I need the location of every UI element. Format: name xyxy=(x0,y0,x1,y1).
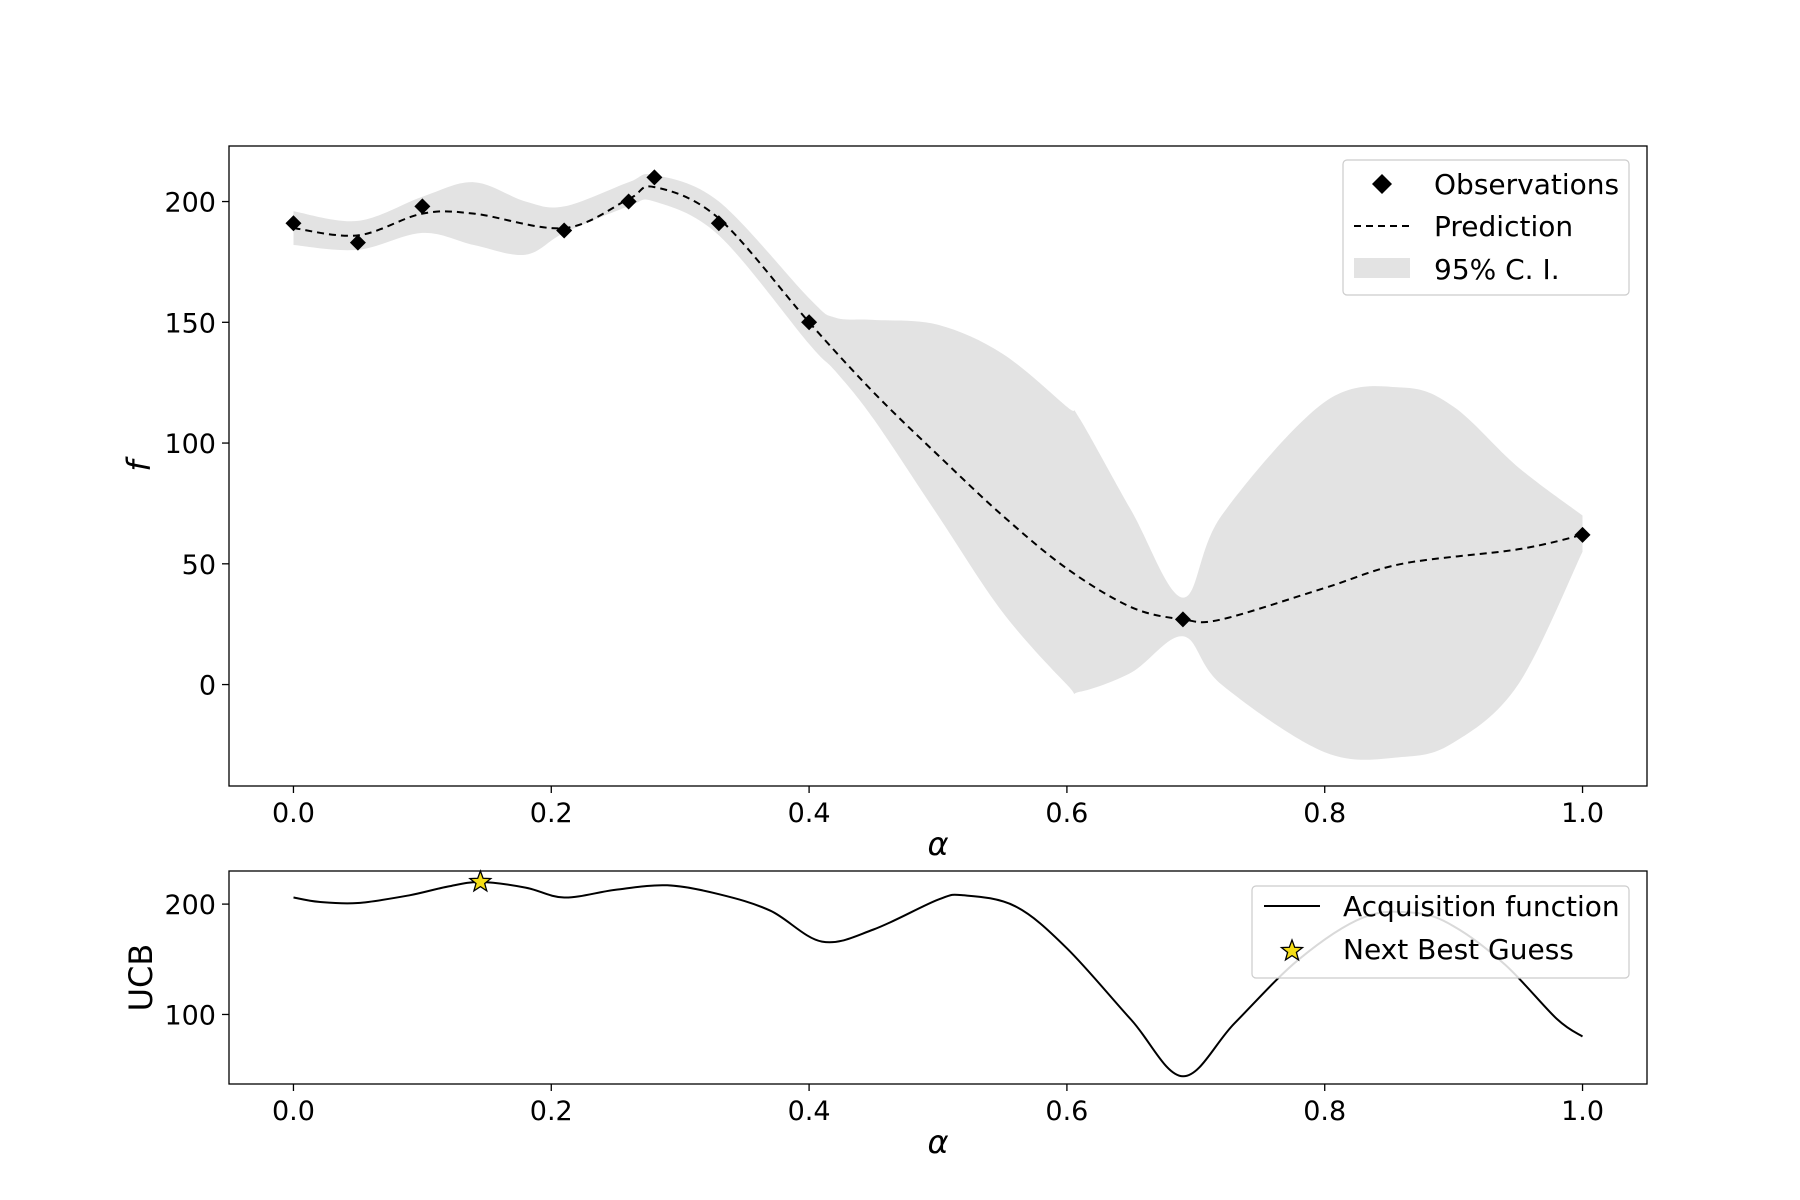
y-tick-label: 150 xyxy=(164,308,216,339)
prediction-line xyxy=(293,185,1583,624)
legend-label-prediction: Prediction xyxy=(1434,210,1573,243)
next-best-guess-star xyxy=(468,869,493,893)
x-tick-label: 0.0 xyxy=(272,1096,315,1127)
plot-frame-top xyxy=(228,145,1648,787)
legend-label-next-best: Next Best Guess xyxy=(1343,933,1574,966)
x-tick-label: 0.6 xyxy=(1045,1096,1088,1127)
legend-box xyxy=(1342,159,1630,296)
legend-box xyxy=(1251,885,1630,979)
x-axis-top: 0.0 0.2 0.4 0.6 0.8 1.0 xyxy=(272,786,1604,829)
x-tick-label: 0.0 xyxy=(272,798,315,829)
observation-point xyxy=(710,215,727,232)
legend-diamond-marker xyxy=(1372,174,1392,194)
y-tick-label: 50 xyxy=(182,550,216,581)
legend-label-acquisition: Acquisition function xyxy=(1343,890,1620,923)
x-axis-title-bottom: α xyxy=(927,1123,948,1161)
y-tick-label: 0 xyxy=(199,671,216,702)
y-tick-label: 100 xyxy=(164,429,216,460)
x-tick-label: 0.8 xyxy=(1303,798,1346,829)
y-tick-label: 200 xyxy=(164,188,216,219)
y-axis-title-top: f xyxy=(120,456,158,472)
legend-label-ci: 95% C. I. xyxy=(1434,253,1560,286)
legend-bottom: Acquisition function Next Best Guess xyxy=(1251,885,1630,979)
observation-point xyxy=(620,193,637,210)
x-axis-bottom: 0.0 0.2 0.4 0.6 0.8 1.0 xyxy=(272,1084,1604,1127)
observation-point xyxy=(556,222,573,239)
observation-point xyxy=(646,169,663,186)
legend-star-marker xyxy=(1279,938,1305,962)
x-tick-label: 0.6 xyxy=(1045,798,1088,829)
legend-ci-swatch xyxy=(1354,258,1410,278)
x-tick-label: 0.4 xyxy=(788,1096,831,1127)
x-tick-label: 0.4 xyxy=(788,798,831,829)
observation-point xyxy=(349,234,366,251)
observation-markers xyxy=(285,169,1591,628)
legend-top: Observations Prediction 95% C. I. xyxy=(1342,159,1630,296)
x-tick-label: 0.2 xyxy=(530,1096,573,1127)
x-tick-label: 0.2 xyxy=(530,798,573,829)
observation-point xyxy=(801,314,818,331)
x-axis-title-top: α xyxy=(927,825,948,863)
ci-band xyxy=(293,174,1583,760)
y-tick-label: 100 xyxy=(164,1000,216,1031)
prediction-chart: 0.0 0.2 0.4 0.6 0.8 1.0 0 50 100 150 200 α f Obse… xyxy=(120,145,1648,863)
observation-point xyxy=(1574,526,1591,543)
legend-label-observations: Observations xyxy=(1434,168,1619,201)
y-tick-label: 200 xyxy=(164,890,216,921)
x-tick-label: 1.0 xyxy=(1561,1096,1604,1127)
observation-point xyxy=(414,198,431,215)
observation-point xyxy=(1174,611,1191,628)
y-axis-top: 0 50 100 150 200 xyxy=(164,188,229,702)
acquisition-chart: 0.0 0.2 0.4 0.6 0.8 1.0 100 200 α UCB Acquisit… xyxy=(122,869,1648,1161)
observation-point xyxy=(285,215,302,232)
y-axis-title-bottom: UCB xyxy=(122,944,160,1012)
plot-frame-bottom xyxy=(228,870,1648,1085)
x-tick-label: 0.8 xyxy=(1303,1096,1346,1127)
x-tick-label: 1.0 xyxy=(1561,798,1604,829)
y-axis-bottom: 100 200 xyxy=(164,890,229,1031)
